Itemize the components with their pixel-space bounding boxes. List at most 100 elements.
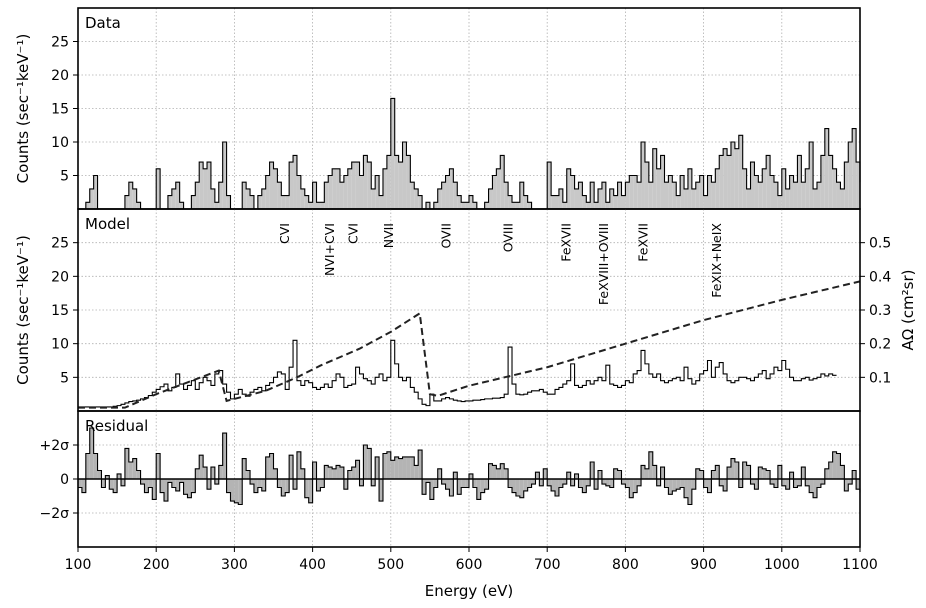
panel-data: 5 10 15 20 25 Data Counts (sec⁻¹keV⁻¹): [14, 7, 861, 210]
hist-bar-data: [637, 182, 642, 209]
hist-bar-data: [856, 162, 860, 209]
hist-bar-data: [472, 202, 477, 209]
hist-bar-residual: [308, 479, 313, 503]
hist-bar-residual: [203, 467, 208, 479]
hist-bar-residual: [465, 479, 469, 488]
hist-bar-data: [410, 182, 415, 209]
hist-bar-data: [785, 188, 790, 209]
hist-bar-data: [566, 168, 571, 209]
hist-bar-data: [625, 182, 630, 209]
hist-bar-residual: [437, 468, 442, 479]
hist-bar-residual: [711, 470, 716, 479]
hist-bar-data: [613, 195, 618, 209]
hist-bar-data: [680, 175, 685, 209]
ylabel-data: Counts (sec⁻¹keV⁻¹): [14, 34, 32, 184]
hist-bar-residual: [402, 456, 407, 479]
hist-bar-data: [844, 162, 849, 209]
hist-bar-residual: [164, 479, 168, 502]
hist-bar-data: [551, 195, 556, 209]
hist-bar-data: [558, 188, 563, 209]
hist-bar-residual: [199, 455, 204, 479]
hist-bar-data: [715, 168, 720, 209]
hist-bar-data: [218, 182, 223, 209]
data-histogram: [78, 97, 861, 210]
hist-bar-data: [257, 195, 262, 209]
hist-bar-data: [641, 142, 645, 209]
line-label: NVII: [381, 223, 396, 248]
hist-bar-residual: [656, 479, 661, 486]
hist-bar-residual: [492, 465, 497, 479]
effective-area-line: [78, 280, 861, 409]
hist-bar-data: [261, 188, 266, 209]
hist-bar-residual: [113, 479, 118, 493]
hist-bar-data: [414, 188, 419, 209]
hist-bar-residual: [687, 479, 692, 505]
hist-bar-data: [277, 182, 282, 209]
line-label: FeXIX+NeIX: [709, 223, 724, 298]
hist-bar-data: [762, 168, 767, 209]
ytick-label-model: 25: [51, 236, 69, 252]
hist-bar-residual: [562, 479, 567, 485]
hist-bar-data: [128, 182, 133, 209]
hist-bar-data: [386, 155, 391, 209]
hist-bar-residual: [531, 479, 536, 485]
hist-bar-residual: [425, 479, 430, 483]
hist-bar-residual: [746, 465, 751, 479]
hist-bar-data: [813, 188, 817, 209]
hist-bar-residual: [156, 453, 161, 479]
hist-bar-residual: [300, 468, 305, 479]
hist-bar-residual: [480, 479, 485, 493]
hist-bar-residual: [390, 460, 395, 479]
hist-bar-data: [711, 182, 716, 209]
residual-histogram: [78, 427, 861, 506]
hist-bar-data: [515, 202, 520, 209]
hist-bar-residual: [523, 479, 528, 491]
hist-bar-data: [816, 182, 821, 209]
yticks-residual: −2σ 0 +2σ: [39, 438, 78, 522]
hist-bar-data: [488, 188, 493, 209]
hist-bar-residual: [598, 470, 602, 479]
hist-bar-data: [339, 182, 344, 209]
hist-bar-data: [167, 195, 172, 209]
hist-bar-residual: [691, 479, 696, 490]
ytick-label-data: 25: [51, 35, 69, 51]
hist-bar-residual: [500, 463, 505, 479]
hist-bar-data: [852, 128, 857, 209]
hist-bar-data: [89, 188, 94, 209]
hist-bar-data: [691, 188, 696, 209]
hist-bar-residual: [167, 479, 172, 483]
hist-bar-residual: [555, 479, 559, 496]
hist-bar-residual: [457, 479, 462, 495]
hist-bar-data: [93, 175, 98, 209]
model-step-line: [78, 339, 837, 408]
hist-bar-residual: [582, 479, 587, 493]
hist-bar-residual: [734, 462, 739, 479]
hist-bar-residual: [214, 479, 219, 485]
hist-bar-data: [203, 168, 208, 209]
hist-bar-data: [273, 168, 278, 209]
hist-bar-data: [629, 175, 634, 209]
hist-bar-data: [328, 175, 333, 209]
hist-bar-data: [425, 202, 430, 209]
hist-bar-residual: [527, 479, 532, 488]
hist-bar-residual: [738, 479, 743, 488]
hist-bar-data: [730, 142, 735, 209]
hist-bar-residual: [347, 470, 352, 479]
ytick-label-residual: +2σ: [39, 438, 69, 454]
hist-bar-residual: [715, 465, 720, 479]
hist-bar-data: [734, 148, 739, 209]
hist-bar-data: [504, 182, 509, 209]
hist-bar-data: [609, 188, 614, 209]
panel-residual: −2σ0+2σ 100 200 300 400 500 600 700 800 900 1000 1…: [39, 410, 878, 600]
y2tick-label: 0.1: [869, 370, 891, 386]
hist-bar-residual: [496, 468, 501, 479]
ytick-label-model: 5: [60, 370, 69, 386]
hist-bar-data: [644, 162, 649, 209]
hist-bar-residual: [621, 479, 626, 485]
hist-bar-data: [656, 168, 661, 209]
hist-bar-data: [848, 142, 853, 209]
hist-bar-data: [242, 182, 247, 209]
hist-bar-data: [469, 195, 473, 209]
hist-bar-data: [320, 202, 325, 209]
